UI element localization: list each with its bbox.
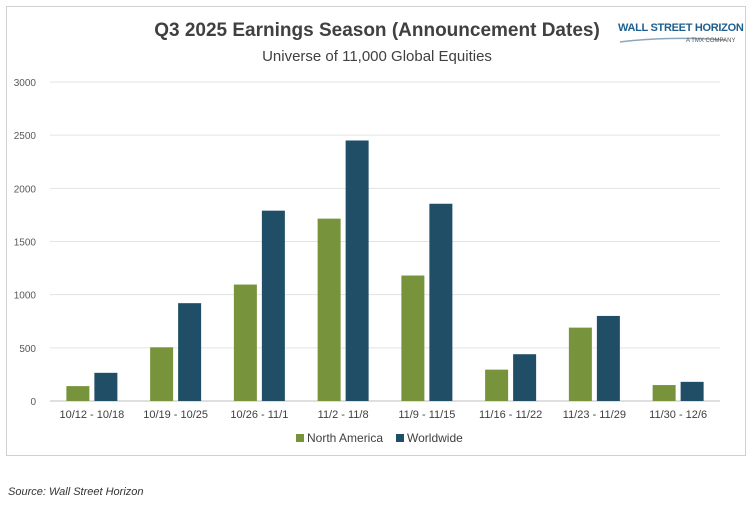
y-tick-label: 3000 [14,78,37,89]
bar-north-america [66,386,90,401]
bar-north-america [233,284,257,401]
y-tick-label: 500 [19,344,36,355]
y-tick-label: 0 [30,397,36,408]
wall-street-horizon-logo: WALL STREET HORIZON A TMX COMPANY [618,20,744,56]
source-note: Source: Wall Street Horizon [8,486,144,498]
bar-worldwide [429,203,453,401]
x-tick-label: 11/16 - 11/22 [479,409,542,421]
y-axis-ticks: 0 500 1000 1500 2000 2500 3000 [14,78,37,408]
bar-north-america [150,347,174,401]
bar-north-america [401,275,425,401]
legend-swatch [296,434,304,442]
y-tick-label: 2500 [14,131,37,142]
x-tick-label: 11/23 - 11/29 [563,409,626,421]
legend-swatch [396,434,404,442]
x-axis-ticks: 10/12 - 10/18 10/19 - 10/25 10/26 - 11/1 11… [59,409,707,421]
logo-swoosh-icon [619,37,727,43]
legend-label: Worldwide [407,431,463,445]
bar-worldwide [513,354,537,401]
bar-north-america [568,327,592,401]
bar-north-america [652,385,676,401]
bar-worldwide [94,372,118,401]
x-tick-label: 10/12 - 10/18 [59,409,124,421]
y-tick-label: 2000 [14,184,37,195]
bar-worldwide [261,210,285,401]
x-tick-label: 11/2 - 11/8 [318,409,369,421]
y-tick-label: 1500 [14,238,37,249]
bar-north-america [485,369,509,401]
chart-title: Q3 2025 Earnings Season (Announcement Da… [154,20,600,41]
bar-worldwide [178,303,202,401]
chart-subtitle: Universe of 11,000 Global Equities [262,48,492,65]
y-tick-label: 1000 [14,291,37,302]
bar-worldwide [345,140,369,401]
x-tick-label: 11/30 - 12/6 [649,409,707,421]
x-tick-label: 10/19 - 10/25 [143,409,208,421]
chart-frame [6,6,746,456]
logo-subtext: A TMX COMPANY [686,38,736,44]
x-tick-label: 11/9 - 11/15 [398,409,455,421]
logo-text: WALL STREET HORIZON [618,22,744,34]
x-tick-label: 10/26 - 11/1 [230,409,288,421]
bar-worldwide [680,381,704,401]
legend-label: North America [307,431,383,445]
bars [66,140,704,401]
legend: North America Worldwide [296,431,463,445]
bar-worldwide [596,315,620,401]
bar-north-america [317,218,341,401]
